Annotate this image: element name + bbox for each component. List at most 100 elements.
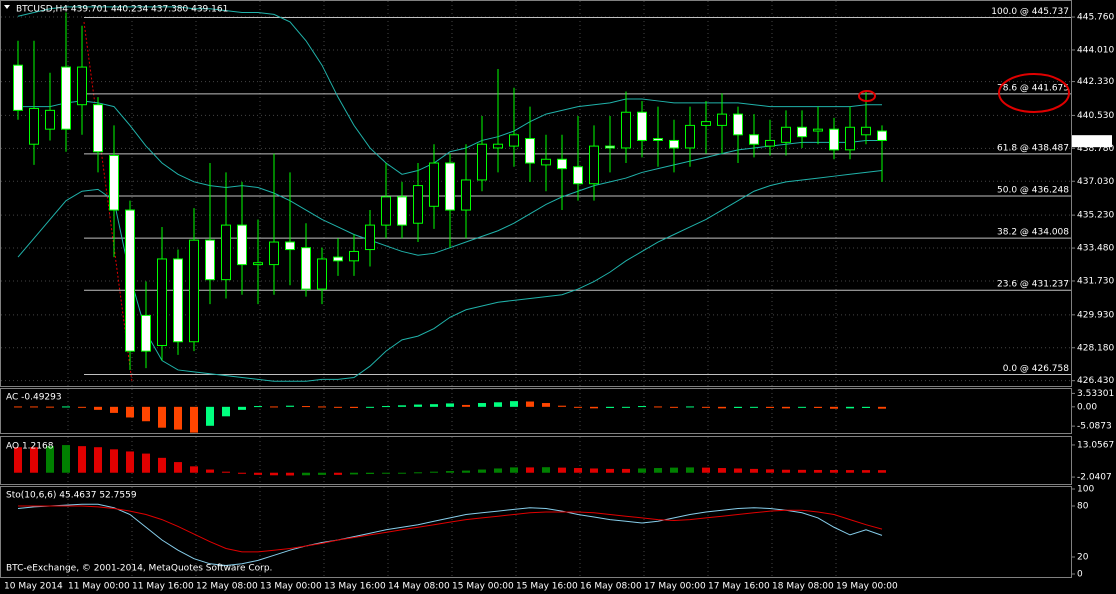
candle-body (509, 134, 519, 147)
histogram-bar (590, 468, 598, 473)
x-tick-label: 17 May 16:00 (708, 582, 770, 592)
histogram-bar (526, 401, 534, 407)
candle-body (733, 113, 743, 136)
y-tick-label: 445.760 (1077, 13, 1114, 23)
histogram-bar (494, 468, 502, 473)
candle-body (221, 224, 231, 281)
histogram-bar (622, 406, 630, 408)
candle-body (877, 130, 887, 141)
candle-body (541, 158, 551, 166)
histogram-bar (30, 447, 38, 473)
candle-body (669, 139, 679, 149)
histogram-bar (702, 467, 710, 473)
candle-body (525, 138, 535, 164)
highlight-ellipse (998, 73, 1070, 113)
candle-body (637, 111, 647, 141)
candle-body (205, 239, 215, 281)
y-tick-label: 442.330 (1077, 77, 1114, 87)
candle-body (109, 154, 119, 211)
candle-body (381, 196, 391, 226)
histogram-bar (462, 470, 470, 473)
histogram-bar (766, 469, 774, 473)
candle-body (349, 250, 359, 262)
y-tick-label: 435.230 (1077, 211, 1114, 221)
y-tick-label: 444.010 (1077, 45, 1114, 55)
histogram-bar (366, 472, 374, 475)
histogram-bar (606, 406, 614, 408)
x-tick-label: 16 May 08:00 (580, 582, 642, 592)
histogram-bar (654, 406, 662, 408)
histogram-bar (158, 457, 166, 473)
candle-body (765, 139, 775, 147)
x-tick-label: 14 May 08:00 (388, 582, 450, 592)
x-tick-label: 13 May 00:00 (260, 582, 322, 592)
histogram-bar (398, 472, 406, 474)
histogram-bar (606, 468, 614, 473)
histogram-bar (478, 403, 486, 407)
x-tick-label: 11 May 00:00 (68, 582, 130, 592)
histogram-bar (670, 406, 678, 408)
histogram-bar (174, 406, 182, 430)
candle-body (813, 128, 823, 132)
menu-arrow[interactable] (4, 5, 10, 9)
histogram-bar (686, 406, 694, 408)
candle-body (589, 145, 599, 185)
histogram-bar (78, 446, 86, 473)
candle-body (749, 134, 759, 145)
histogram-bar (526, 467, 534, 473)
trend-line (83, 21, 133, 383)
y-tick-label: 437.030 (1077, 177, 1114, 187)
indicator-title: AO 1.2168 (6, 442, 54, 452)
histogram-bar (814, 406, 822, 408)
y-tick-label: 20 (1077, 553, 1089, 563)
candle-body (333, 256, 343, 262)
histogram-bar (254, 472, 262, 475)
candle-body (653, 138, 663, 141)
candle-body (621, 111, 631, 149)
histogram-bar (302, 472, 310, 476)
histogram-bar (766, 406, 774, 408)
histogram-bar (142, 406, 150, 422)
histogram-bar (750, 468, 758, 473)
stochastic-line (17, 503, 883, 567)
candle-body (317, 258, 327, 290)
x-tick-label: 17 May 00:00 (644, 582, 706, 592)
histogram-bar (734, 406, 742, 408)
fibo-label: 61.8 @ 438.487 (997, 143, 1069, 153)
candle-body (29, 107, 39, 145)
histogram-bar (158, 406, 166, 428)
histogram-bar (670, 467, 678, 473)
sto-panel (0, 486, 1072, 578)
y-tick-label: -5.0873 (1077, 422, 1112, 432)
histogram-bar (430, 471, 438, 473)
x-tick-label: 12 May 08:00 (196, 582, 258, 592)
histogram-bar (238, 472, 246, 474)
histogram-bar (494, 402, 502, 407)
candle-body (253, 262, 263, 266)
histogram-bar (846, 470, 854, 473)
candle-body (365, 224, 375, 251)
histogram-bar (126, 451, 134, 473)
candle-body (141, 314, 151, 352)
y-tick-label: 440.530 (1077, 111, 1114, 121)
indicator-title: AC -0.49293 (6, 393, 62, 403)
candle-body (701, 121, 711, 126)
histogram-bar (206, 406, 214, 426)
candle-body (93, 104, 103, 153)
histogram-bar (190, 466, 198, 473)
band-upper (17, 6, 882, 175)
highlight-ellipse (858, 90, 876, 102)
candle-body (685, 124, 695, 149)
histogram-bar (270, 406, 278, 408)
candle-body (845, 126, 855, 151)
histogram-bar (254, 406, 262, 408)
histogram-bar (94, 447, 102, 473)
histogram-bar (238, 406, 246, 410)
candle-body (717, 113, 727, 126)
histogram-bar (430, 404, 438, 407)
candle-body (237, 224, 247, 266)
current-price: 439.161 (1075, 137, 1112, 147)
candle-body (413, 185, 423, 224)
